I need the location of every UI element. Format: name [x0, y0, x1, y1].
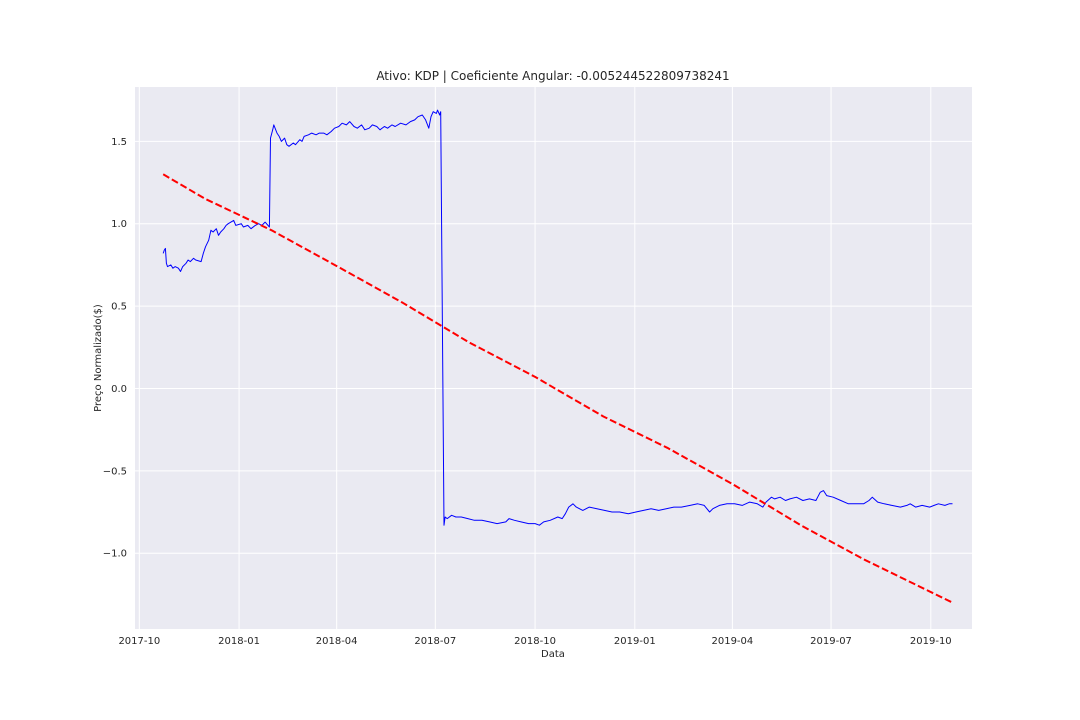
plot-background — [135, 87, 972, 629]
x-tick-labels: 2017-10 2018-01 2018-04 2018-07 2018-10 2019-… — [118, 636, 951, 647]
x-axis-label: Data — [541, 649, 565, 660]
x-tick-label: 2019-10 — [910, 636, 952, 647]
y-tick-label: 0.5 — [111, 302, 127, 313]
price-series-line — [162, 109, 953, 526]
x-tick-label: 2018-10 — [514, 636, 556, 647]
x-tick-label: 2019-01 — [614, 636, 656, 647]
x-tick-label: 2019-07 — [810, 636, 852, 647]
x-tick-label: 2018-01 — [218, 636, 260, 647]
y-axis-label: Preço Normalizado($) — [93, 304, 104, 412]
y-tick-label: −1.0 — [103, 549, 127, 560]
x-tick-label: 2019-04 — [711, 636, 753, 647]
y-tick-label: 1.5 — [111, 137, 127, 148]
chart-title: Ativo: KDP | Coeficiente Angular: -0.005… — [376, 69, 729, 83]
y-tick-labels: 1.5 1.0 0.5 0.0 −0.5 −1.0 — [103, 137, 127, 560]
y-tick-label: −0.5 — [103, 466, 127, 477]
series-group — [162, 109, 953, 604]
y-tick-label: 0.0 — [111, 384, 127, 395]
trend-series-line — [162, 173, 953, 604]
x-tick-label: 2018-04 — [316, 636, 358, 647]
x-tick-label: 2018-07 — [414, 636, 456, 647]
x-tick-label: 2017-10 — [118, 636, 160, 647]
y-tick-label: 1.0 — [111, 219, 127, 230]
